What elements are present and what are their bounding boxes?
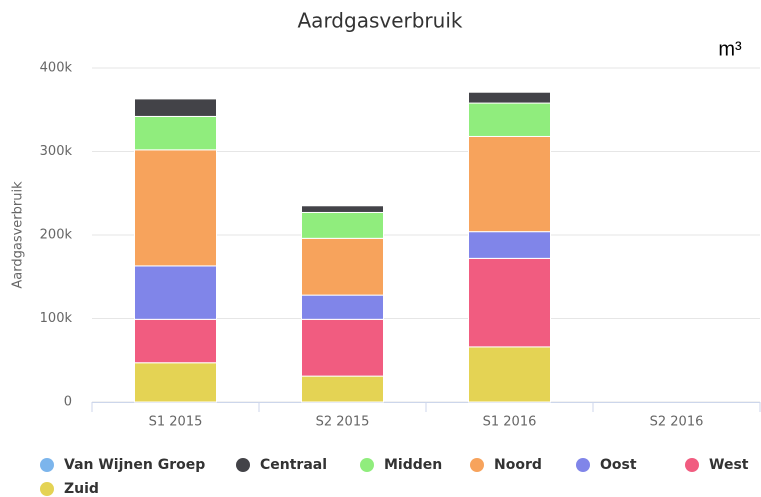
bar-segment [468,346,551,403]
legend-label: Centraal [260,457,327,473]
legend-label: Midden [384,457,442,473]
y-tick-label: 400k [40,61,73,76]
x-tick-label: S2 2015 [316,415,370,430]
bar-segment [468,91,551,104]
bar-segment [301,205,384,213]
bar-segment [134,362,217,403]
bar-segment [134,149,217,267]
bar-segment [134,265,217,320]
bar-segment [301,318,384,377]
x-tick-label: S1 2015 [149,415,203,430]
bar-segment [301,375,384,403]
chart-title: Aardgasverbruik [298,9,463,33]
legend-label: Zuid [64,481,99,497]
bar-segment [134,115,217,151]
bar-segment [301,237,384,296]
legend-marker [470,458,484,472]
legend-marker [40,482,54,496]
unit-annotation: m³ [718,38,742,60]
legend-marker [236,458,250,472]
bar-segment [468,231,551,259]
legend-label: Van Wijnen Groep [64,457,205,473]
bar-segment [301,294,384,320]
y-tick-label: 300k [40,144,73,159]
x-tick-label: S1 2016 [483,415,537,430]
y-tick-label: 200k [40,228,73,243]
legend-marker [685,458,699,472]
y-tick-label: 0 [64,395,72,410]
bar-segment [134,318,217,364]
legend-marker [360,458,374,472]
bar-segment [468,135,551,233]
y-axis-title: Aardgasverbruik [11,181,26,289]
bar-segment [134,98,217,117]
y-tick-label: 100k [40,311,73,326]
bar-segment [468,102,551,137]
legend-label: Noord [494,457,542,473]
x-tick-label: S2 2016 [650,415,704,430]
bar-segment [468,257,551,348]
legend-marker [40,458,54,472]
legend-label: West [709,457,749,473]
legend-label: Oost [600,457,637,473]
legend-marker [576,458,590,472]
bar-segment [301,211,384,239]
